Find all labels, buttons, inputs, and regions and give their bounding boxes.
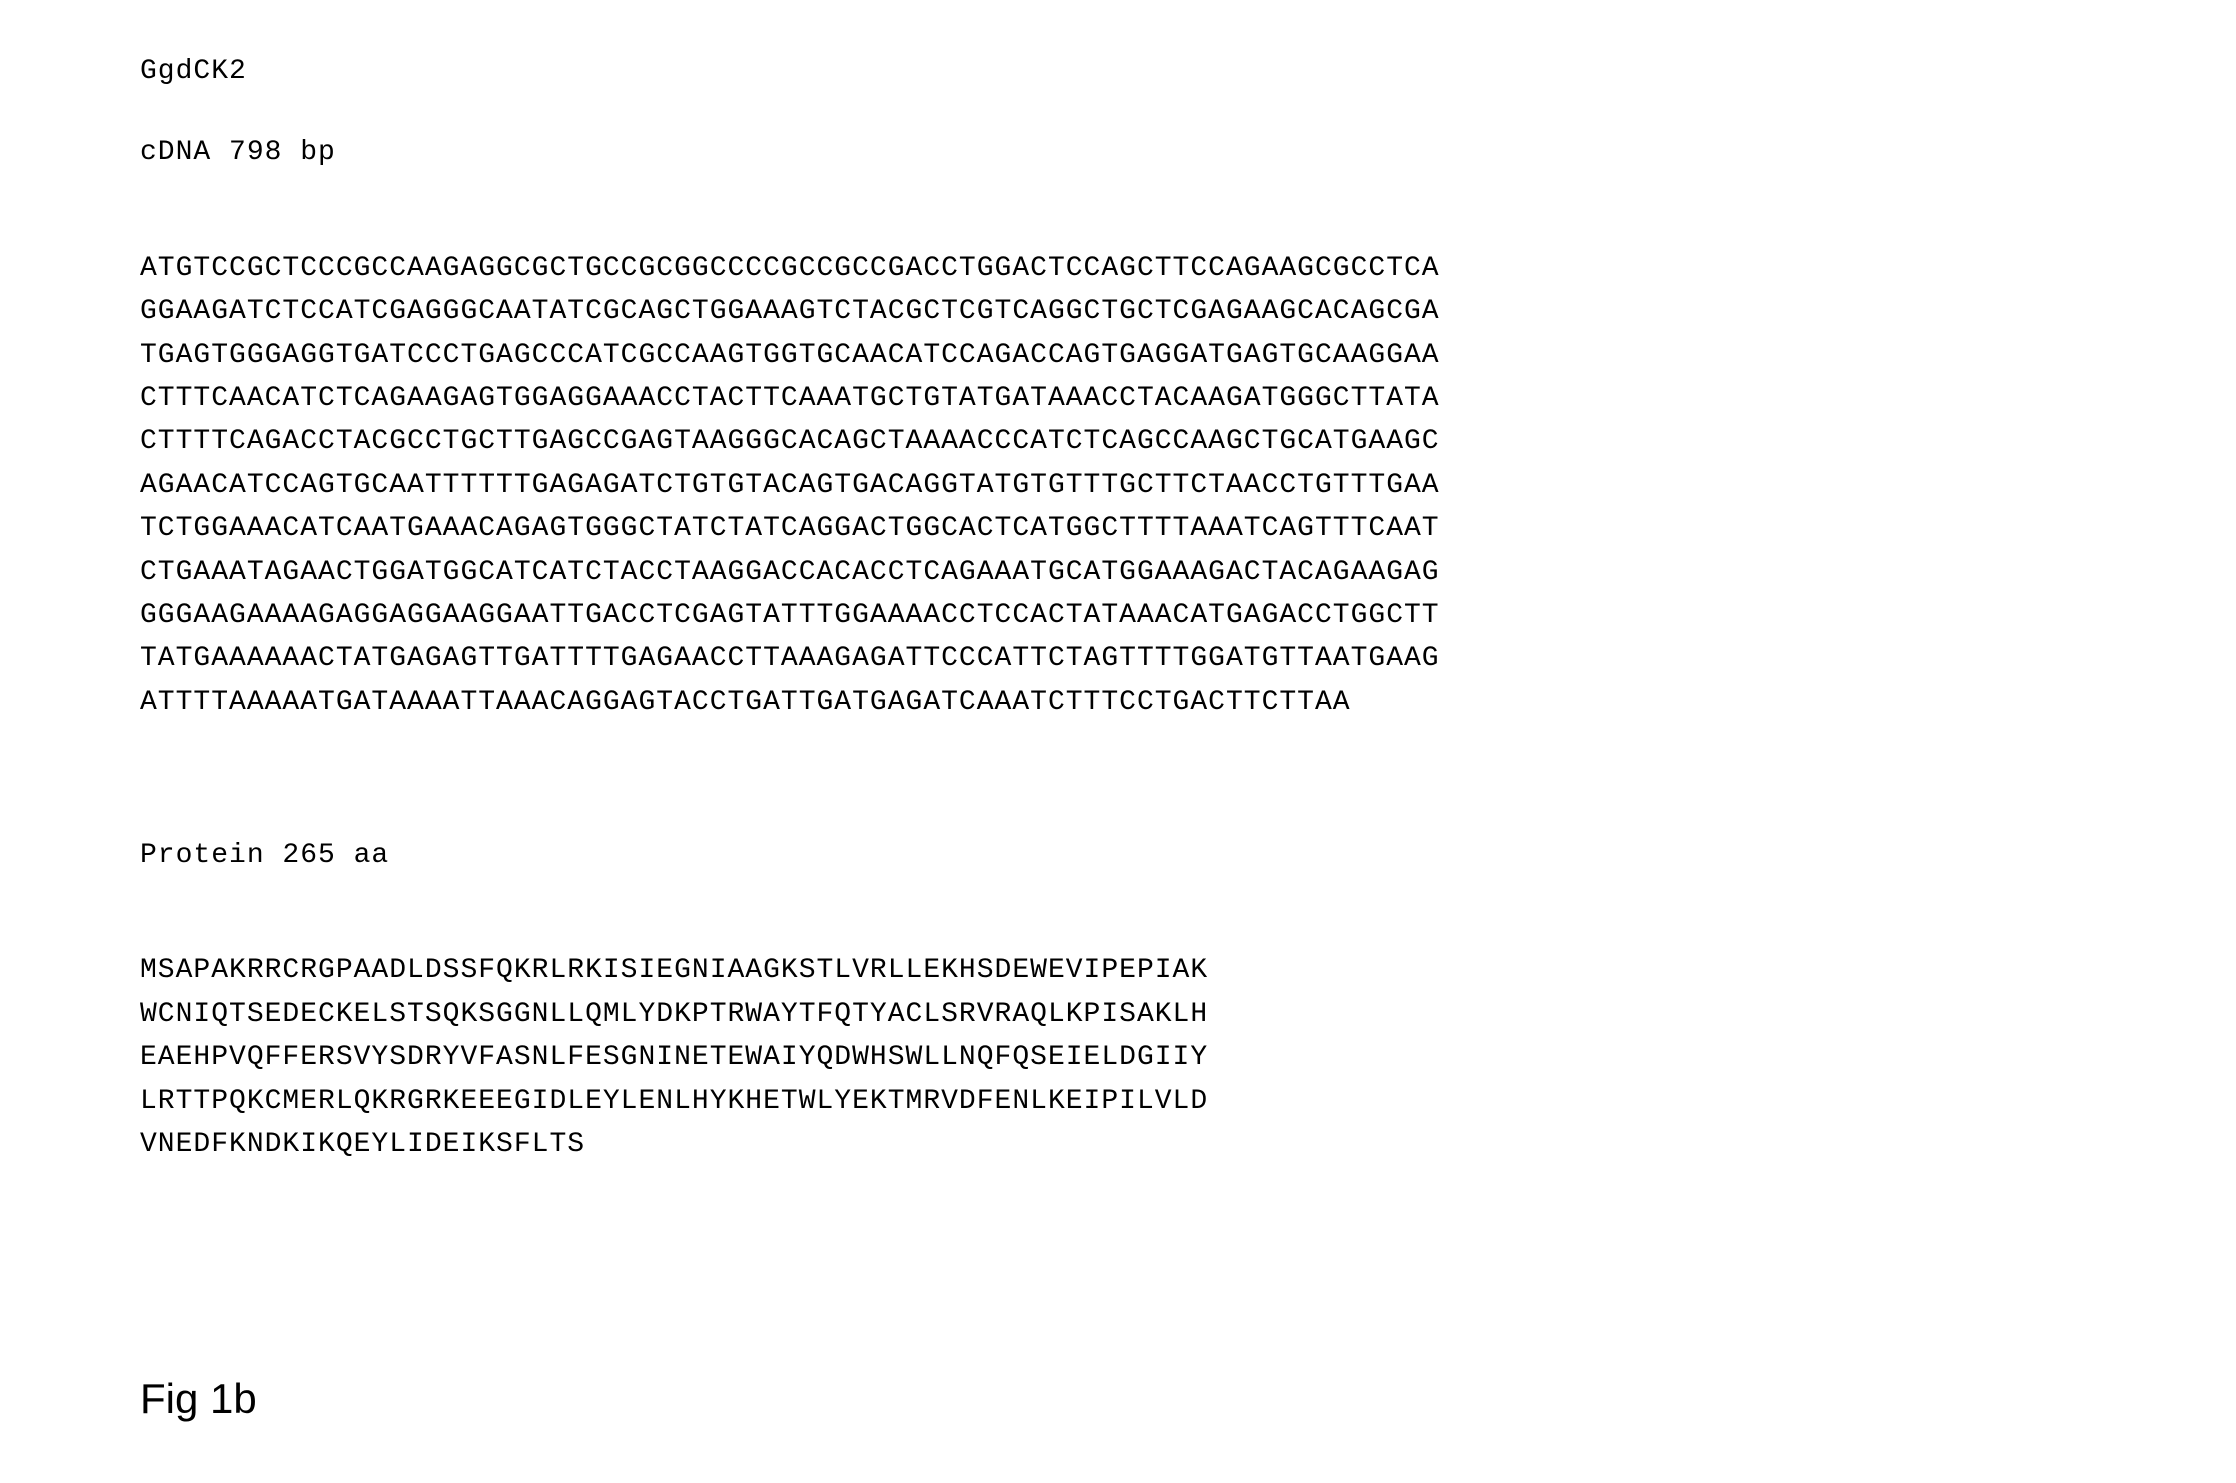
spacer [140,175,2096,247]
protein-line: EAEHPVQFFERSVYSDRYVFASNLFESGNINETEWAIYQD… [140,1036,2096,1079]
protein-line: WCNIQTSEDECKELSTSQKSGGNLLQMLYDKPTRWAYTFQ… [140,993,2096,1036]
dna-line: CTGAAATAGAACTGGATGGCATCATCTACCTAAGGACCAC… [140,551,2096,594]
spacer [140,724,2096,834]
dna-line: TCTGGAAACATCAATGAAACAGAGTGGGCTATCTATCAGG… [140,507,2096,550]
figure-label: Fig 1b [140,1375,257,1423]
dna-line: ATGTCCGCTCCCGCCAAGAGGCGCTGCCGCGGCCCCGCCG… [140,247,2096,290]
dna-line: TGAGTGGGAGGTGATCCCTGAGCCCATCGCCAAGTGGTGC… [140,334,2096,377]
spacer [140,93,2096,131]
dna-line: CTTTTCAGACCTACGCCTGCTTGAGCCGAGTAAGGGCACA… [140,420,2096,463]
protein-line: VNEDFKNDKIKQEYLIDEIKSFLTS [140,1123,2096,1166]
sequence-name: GgdCK2 [140,50,2096,93]
spacer [140,877,2096,949]
protein-line: LRTTPQKCMERLQKRGRKEEEGIDLEYLENLHYKHETWLY… [140,1080,2096,1123]
dna-line: GGGAAGAAAAGAGGAGGAAGGAATTGACCTCGAGTATTTG… [140,594,2096,637]
dna-line: CTTTCAACATCTCAGAAGAGTGGAGGAAACCTACTTCAAA… [140,377,2096,420]
dna-line: GGAAGATCTCCATCGAGGGCAATATCGCAGCTGGAAAGTC… [140,290,2096,333]
protein-label: Protein 265 aa [140,834,2096,877]
dna-line: TATGAAAAAACTATGAGAGTTGATTTTGAGAACCTTAAAG… [140,637,2096,680]
dna-line: ATTTTAAAAATGATAAAATTAAACAGGAGTACCTGATTGA… [140,681,2096,724]
page: GgdCK2 cDNA 798 bp ATGTCCGCTCCCGCCAAGAGG… [0,0,2236,1483]
cdna-label: cDNA 798 bp [140,131,2096,174]
protein-line: MSAPAKRRCRGPAADLDSSFQKRLRKISIEGNIAAGKSTL… [140,949,2096,992]
dna-line: AGAACATCCAGTGCAATTTTTTGAGAGATCTGTGTACAGT… [140,464,2096,507]
